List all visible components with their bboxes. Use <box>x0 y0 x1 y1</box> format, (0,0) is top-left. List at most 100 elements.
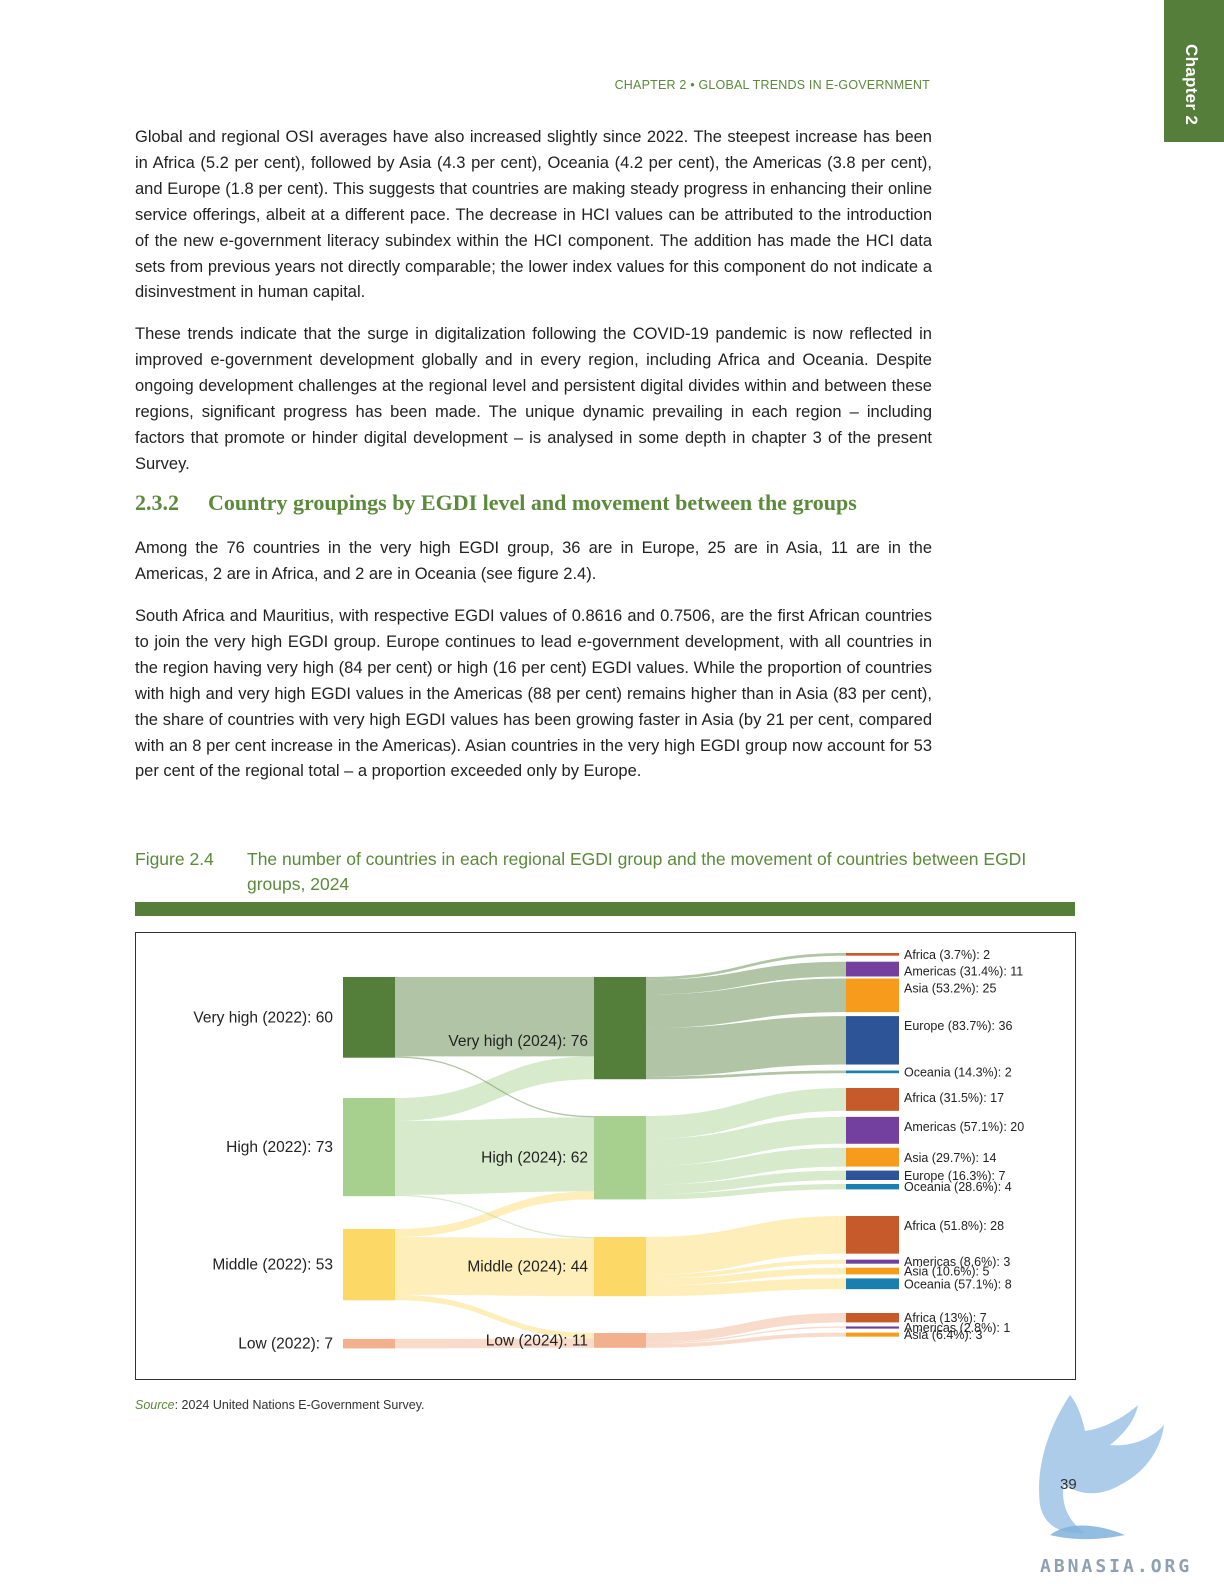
paragraph-text: Among the 76 countries in the very high … <box>135 539 932 583</box>
region-node-middle-americas <box>846 1259 899 1264</box>
region-flow-middle-asia <box>646 1267 846 1286</box>
region-flow-very_high-africa <box>646 953 846 980</box>
region-flow-low-americas <box>646 1326 846 1344</box>
region-node-middle-africa <box>846 1216 899 1254</box>
target-node-high <box>594 1116 646 1200</box>
source-node-label-middle: Middle (2022): 53 <box>212 1257 333 1274</box>
region-node-middle-asia <box>846 1267 899 1275</box>
region-node-very_high-asia <box>846 978 899 1013</box>
region-flow-very_high-americas <box>646 961 846 995</box>
figure-title: The number of countries in each regional… <box>247 849 1027 894</box>
paragraph-osi-averages: Global and regional OSI averages have al… <box>135 125 932 306</box>
region-label-low-africa: Africa (13%): 7 <box>904 1311 987 1325</box>
region-label-high-asia: Asia (29.7%): 14 <box>904 1151 996 1165</box>
region-node-very_high-africa <box>846 953 899 956</box>
region-label-middle-asia: Asia (10.6%): 5 <box>904 1265 990 1279</box>
source-node-middle <box>343 1229 395 1301</box>
transition-flow-middle-to-high <box>395 1191 594 1238</box>
source-node-label-high: High (2022): 73 <box>226 1139 333 1156</box>
region-flow-high-oceania <box>646 1184 846 1200</box>
region-flow-middle-oceania <box>646 1278 846 1297</box>
transition-flow-high-to-very_high <box>395 1056 594 1121</box>
region-label-high-oceania: Oceania (28.6%): 4 <box>904 1180 1012 1194</box>
transition-flow-middle-to-middle <box>395 1237 594 1297</box>
region-flow-high-europe <box>646 1170 846 1195</box>
region-node-very_high-europe <box>846 1016 899 1065</box>
transition-flow-low-to-low <box>395 1338 594 1349</box>
region-label-very_high-oceania: Oceania (14.3%): 2 <box>904 1065 1012 1079</box>
region-label-very_high-europe: Europe (83.7%): 36 <box>904 1019 1012 1033</box>
watermark-dragon-logo <box>1039 1395 1164 1540</box>
region-label-high-africa: Africa (31.5%): 17 <box>904 1091 1004 1105</box>
region-flow-high-americas <box>646 1116 846 1166</box>
region-label-low-asia: Asia (6.4%): 3 <box>904 1328 983 1342</box>
transition-flow-high-to-high <box>395 1117 594 1195</box>
paragraph-text: South Africa and Mauritius, with respect… <box>135 607 932 781</box>
paragraph-text: These trends indicate that the surge in … <box>135 325 932 473</box>
region-node-high-asia <box>846 1147 899 1167</box>
paragraph-very-high-group: Among the 76 countries in the very high … <box>135 536 932 588</box>
region-label-very_high-asia: Asia (53.2%): 25 <box>904 981 996 995</box>
region-flow-low-africa <box>646 1313 846 1343</box>
transition-flow-high-to-middle <box>395 1194 594 1239</box>
figure-source: Source: 2024 United Nations E-Government… <box>135 1398 425 1412</box>
section-heading: 2.3.2 Country groupings by EGDI level and… <box>135 490 857 516</box>
region-label-middle-africa: Africa (51.8%): 28 <box>904 1219 1004 1233</box>
region-flow-high-africa <box>646 1088 846 1139</box>
source-node-label-low: Low (2022): 7 <box>238 1336 333 1353</box>
source-node-high <box>343 1098 395 1197</box>
source-text: : 2024 United Nations E-Government Surve… <box>174 1398 425 1412</box>
region-label-high-americas: Americas (57.1%): 20 <box>904 1120 1024 1134</box>
region-label-very_high-americas: Americas (31.4%): 11 <box>904 965 1023 979</box>
transition-flow-very_high-to-high <box>395 1056 594 1118</box>
transition-flow-very_high-to-very_high <box>395 977 594 1057</box>
region-label-middle-americas: Americas (8.6%): 3 <box>904 1255 1010 1269</box>
chapter-tab-label: Chapter 2 <box>1182 44 1201 126</box>
transition-flow-middle-to-low <box>395 1294 594 1339</box>
source-node-label-very_high: Very high (2022): 60 <box>193 1009 333 1026</box>
target-node-low <box>594 1333 646 1348</box>
region-node-high-europe <box>846 1170 899 1181</box>
source-node-low <box>343 1339 395 1349</box>
region-flow-very_high-oceania <box>646 1070 846 1080</box>
region-label-high-europe: Europe (16.3%): 7 <box>904 1169 1005 1183</box>
figure-rule <box>135 902 1075 916</box>
watermark-text: ABNASIA.ORG <box>1040 1556 1193 1577</box>
paragraph-text: Global and regional OSI averages have al… <box>135 128 932 302</box>
target-node-label-middle: Middle (2024): 44 <box>467 1259 588 1276</box>
region-flow-middle-americas <box>646 1259 846 1279</box>
target-node-middle <box>594 1237 646 1297</box>
target-node-label-high: High (2024): 62 <box>481 1150 588 1167</box>
paragraph-digitalization-trends: These trends indicate that the surge in … <box>135 322 932 477</box>
figure-number: Figure 2.4 <box>135 849 214 869</box>
region-flow-middle-africa <box>646 1216 846 1275</box>
region-node-very_high-americas <box>846 961 899 977</box>
region-label-very_high-africa: Africa (3.7%): 2 <box>904 948 990 962</box>
paragraph-african-countries: South Africa and Mauritius, with respect… <box>135 604 932 785</box>
page-number: 39 <box>1060 1476 1077 1493</box>
region-flow-very_high-europe <box>646 1016 846 1077</box>
region-flow-high-asia <box>646 1147 846 1185</box>
region-node-middle-oceania <box>846 1278 899 1290</box>
section-number: 2.3.2 <box>135 490 179 515</box>
sankey-chart: Very high (2022): 60 High (2022): 73 Middl… <box>193 948 1024 1353</box>
region-node-low-asia <box>846 1332 899 1337</box>
region-node-high-oceania <box>846 1184 899 1190</box>
target-node-label-low: Low (2024): 11 <box>486 1332 588 1349</box>
region-label-middle-oceania: Oceania (57.1%): 8 <box>904 1277 1012 1291</box>
target-node-very_high <box>594 977 646 1080</box>
region-flow-low-asia <box>646 1332 846 1348</box>
chapter-tab: Chapter 2 <box>1164 0 1224 142</box>
region-node-low-americas <box>846 1326 899 1329</box>
running-head: CHAPTER 2 • GLOBAL TRENDS IN E-GOVERNMEN… <box>614 78 930 92</box>
source-label: Source <box>135 1398 175 1412</box>
source-node-very_high <box>343 977 395 1058</box>
region-node-high-americas <box>846 1116 899 1144</box>
target-node-label-very_high: Very high (2024): 76 <box>448 1033 588 1050</box>
region-label-low-americas: Americas (2.8%): 1 <box>904 1321 1010 1335</box>
region-node-high-africa <box>846 1088 899 1111</box>
section-title: Country groupings by EGDI level and move… <box>208 490 857 515</box>
region-node-low-africa <box>846 1313 899 1323</box>
region-node-very_high-oceania <box>846 1070 899 1074</box>
region-flow-very_high-asia <box>646 978 846 1029</box>
